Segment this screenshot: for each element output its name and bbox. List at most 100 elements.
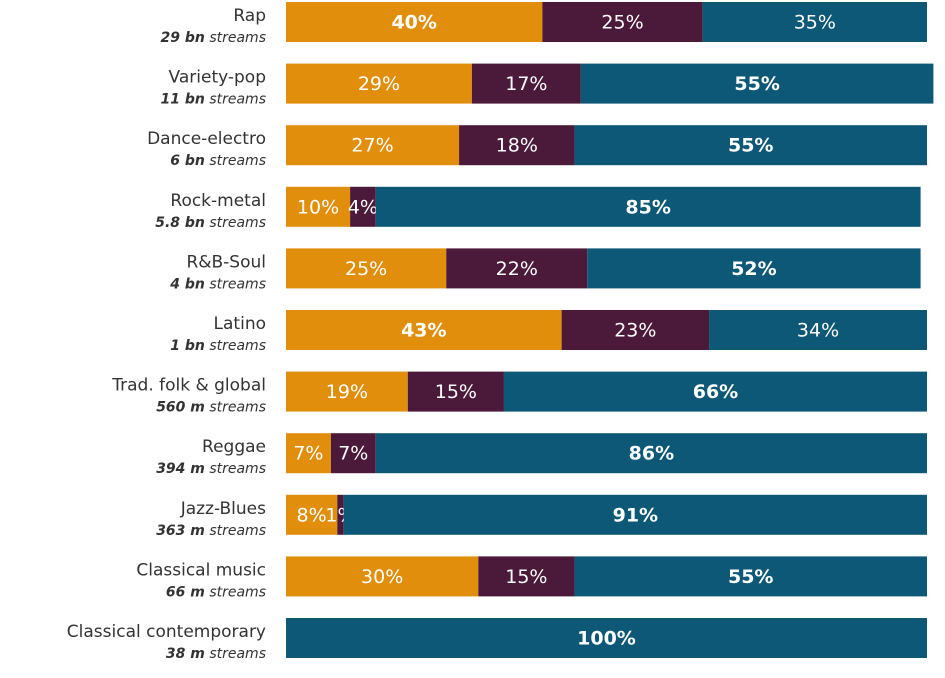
value-label: 40% (391, 12, 436, 34)
bar-segment (542, 2, 703, 42)
bar-segment (407, 371, 504, 412)
value-label: 29% (358, 73, 400, 95)
bar-segment (446, 248, 588, 289)
value-label: 4% (348, 196, 378, 218)
category-label: Rock-metal (170, 191, 266, 211)
volume-value: 6 bn (170, 153, 205, 169)
volume-unit: streams (205, 30, 266, 46)
bar-segment (561, 310, 710, 350)
value-label: 25% (345, 258, 387, 280)
category-volume: 4 bn streams (169, 276, 266, 292)
bar-segment (343, 494, 927, 535)
volume-unit: streams (205, 338, 266, 354)
category-label: Classical music (136, 560, 266, 580)
bar-segment (286, 186, 351, 227)
bar-segment (330, 433, 376, 474)
category-volume: 29 bn streams (161, 30, 266, 46)
value-label: 91% (613, 504, 658, 526)
category-label: Latino (214, 314, 266, 334)
value-label: 18% (496, 135, 538, 157)
value-label: 52% (731, 258, 776, 280)
value-label: 30% (361, 566, 403, 588)
volume-value: 1 bn (170, 338, 205, 354)
bar-segment (286, 63, 472, 104)
bar-segment (702, 2, 927, 42)
volume-value: 38 m (166, 646, 205, 662)
category-volume: 1 bn streams (170, 338, 266, 354)
volume-value: 66 m (166, 584, 205, 600)
bar-segment (286, 310, 562, 350)
bar-segment (286, 556, 479, 597)
volume-value: 4 bn (169, 276, 205, 292)
volume-value: 5.8 bn (155, 215, 205, 231)
category-label: Jazz-Blues (180, 499, 266, 519)
category-volume: 38 m streams (166, 646, 266, 662)
category-volume: 363 m streams (156, 523, 266, 539)
bar-segment (478, 556, 575, 597)
volume-value: 363 m (156, 523, 205, 539)
category-volume: 66 m streams (166, 584, 266, 600)
value-label: 15% (505, 566, 547, 588)
category-volume: 6 bn streams (170, 153, 266, 169)
category-label: R&B-Soul (186, 252, 266, 272)
volume-unit: streams (205, 584, 266, 600)
bar-segment (286, 248, 447, 289)
value-label: 15% (435, 381, 477, 403)
bar-segment (350, 186, 376, 227)
bar-segment (286, 125, 460, 166)
bar-segment (286, 2, 543, 42)
value-label: 66% (693, 381, 738, 403)
category-label: Trad. folk & global (111, 376, 266, 396)
value-label: 8% (297, 504, 327, 526)
value-label: 55% (728, 566, 773, 588)
value-label: 34% (797, 320, 839, 342)
volume-value: 11 bn (161, 92, 205, 108)
bar-segment (375, 433, 927, 474)
bar-segment (580, 63, 934, 104)
volume-value: 394 m (156, 461, 205, 477)
value-label: 19% (326, 381, 368, 403)
category-label: Dance-electro (147, 129, 266, 149)
volume-unit: streams (205, 153, 266, 169)
bar-segment (574, 556, 927, 597)
value-label: 35% (794, 12, 836, 34)
bar-segment (587, 248, 921, 289)
category-label: Reggae (202, 437, 266, 457)
bar-segment (709, 310, 927, 350)
value-label: 22% (496, 258, 538, 280)
value-label: 100% (577, 628, 636, 650)
value-label: 55% (728, 135, 773, 157)
value-label: 55% (734, 73, 779, 95)
bar-segment (286, 494, 338, 535)
volume-unit: streams (205, 400, 266, 416)
bar-segment (337, 494, 344, 535)
value-label: 23% (614, 320, 656, 342)
bar-segment (471, 63, 581, 104)
value-label: 7% (338, 443, 368, 465)
category-volume: 394 m streams (156, 461, 266, 477)
volume-unit: streams (205, 276, 266, 292)
volume-unit: streams (205, 646, 266, 662)
volume-value: 29 bn (161, 30, 205, 46)
value-label: 10% (297, 196, 339, 218)
bar-segment (375, 186, 921, 227)
volume-unit: streams (205, 523, 266, 539)
volume-value: 560 m (156, 400, 205, 416)
value-label: 86% (629, 443, 674, 465)
volume-unit: streams (205, 461, 266, 477)
category-label: Variety-pop (169, 68, 266, 88)
category-label: Rap (233, 6, 266, 26)
volume-unit: streams (205, 215, 266, 231)
category-volume: 11 bn streams (161, 92, 266, 108)
bar-segment (574, 125, 927, 166)
value-label: 27% (351, 135, 393, 157)
value-label: 43% (401, 320, 446, 342)
category-volume: 5.8 bn streams (155, 215, 266, 231)
bar-segment (286, 433, 331, 474)
category-label: Classical contemporary (67, 622, 266, 642)
bar-segment (459, 125, 575, 166)
value-label: 17% (505, 73, 547, 95)
volume-unit: streams (205, 92, 266, 108)
category-volume: 560 m streams (156, 400, 266, 416)
